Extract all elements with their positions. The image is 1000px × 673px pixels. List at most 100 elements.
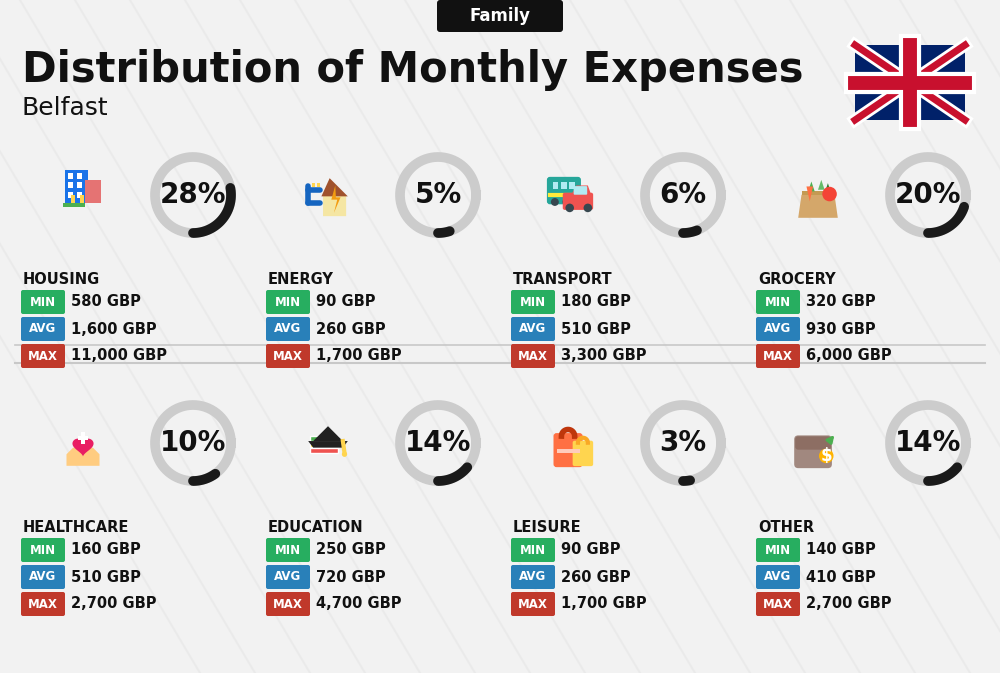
FancyBboxPatch shape <box>266 344 310 368</box>
Text: 3%: 3% <box>659 429 707 457</box>
Text: MIN: MIN <box>765 544 791 557</box>
Polygon shape <box>331 186 341 213</box>
Text: 510 GBP: 510 GBP <box>71 569 141 584</box>
Circle shape <box>819 449 834 463</box>
Text: 2,700 GBP: 2,700 GBP <box>71 596 156 612</box>
Text: GROCERY: GROCERY <box>758 272 836 287</box>
Text: 930 GBP: 930 GBP <box>806 322 876 336</box>
FancyBboxPatch shape <box>756 317 800 341</box>
FancyBboxPatch shape <box>21 290 65 314</box>
Text: 720 GBP: 720 GBP <box>316 569 386 584</box>
Text: LEISURE: LEISURE <box>513 520 582 535</box>
FancyBboxPatch shape <box>554 433 583 467</box>
FancyBboxPatch shape <box>756 538 800 562</box>
FancyBboxPatch shape <box>756 565 800 589</box>
FancyBboxPatch shape <box>795 436 831 450</box>
Bar <box>81 432 85 444</box>
Text: AVG: AVG <box>764 571 792 583</box>
FancyBboxPatch shape <box>21 344 65 368</box>
FancyBboxPatch shape <box>547 177 581 205</box>
FancyBboxPatch shape <box>756 344 800 368</box>
Text: AVG: AVG <box>274 571 302 583</box>
Text: 90 GBP: 90 GBP <box>316 295 376 310</box>
Text: MAX: MAX <box>28 349 58 363</box>
FancyBboxPatch shape <box>573 441 593 466</box>
FancyBboxPatch shape <box>511 344 555 368</box>
Text: 160 GBP: 160 GBP <box>71 542 141 557</box>
Polygon shape <box>798 194 838 218</box>
Text: HEALTHCARE: HEALTHCARE <box>23 520 129 535</box>
Polygon shape <box>72 439 94 456</box>
Bar <box>569 182 575 189</box>
Text: 260 GBP: 260 GBP <box>316 322 386 336</box>
Circle shape <box>584 204 592 212</box>
Text: MAX: MAX <box>273 598 303 610</box>
Text: Family: Family <box>470 7 530 25</box>
Text: 2,700 GBP: 2,700 GBP <box>806 596 892 612</box>
Text: MAX: MAX <box>763 349 793 363</box>
Text: MAX: MAX <box>518 598 548 610</box>
FancyBboxPatch shape <box>511 565 555 589</box>
Bar <box>80 194 84 203</box>
Text: Distribution of Monthly Expenses: Distribution of Monthly Expenses <box>22 49 804 91</box>
Polygon shape <box>321 178 348 197</box>
Text: MIN: MIN <box>275 295 301 308</box>
Bar <box>77 182 82 188</box>
Circle shape <box>565 204 574 212</box>
Bar <box>68 173 73 179</box>
Text: 1,700 GBP: 1,700 GBP <box>561 596 647 612</box>
FancyBboxPatch shape <box>266 538 310 562</box>
Bar <box>553 182 558 189</box>
Text: 1,700 GBP: 1,700 GBP <box>316 349 402 363</box>
Text: EDUCATION: EDUCATION <box>268 520 364 535</box>
FancyBboxPatch shape <box>511 592 555 616</box>
Text: MIN: MIN <box>275 544 301 557</box>
FancyBboxPatch shape <box>21 538 65 562</box>
Text: AVG: AVG <box>274 322 302 336</box>
Bar <box>68 182 73 188</box>
Text: 5%: 5% <box>414 181 462 209</box>
Text: 260 GBP: 260 GBP <box>561 569 631 584</box>
Polygon shape <box>818 180 825 190</box>
Bar <box>77 173 82 179</box>
Polygon shape <box>66 448 100 466</box>
Text: AVG: AVG <box>29 322 57 336</box>
FancyBboxPatch shape <box>511 290 555 314</box>
FancyBboxPatch shape <box>574 186 587 194</box>
Text: 140 GBP: 140 GBP <box>806 542 876 557</box>
Bar <box>561 182 567 189</box>
Text: 6%: 6% <box>659 181 707 209</box>
Text: 510 GBP: 510 GBP <box>561 322 631 336</box>
Bar <box>65 170 88 203</box>
Bar <box>78 436 88 439</box>
FancyBboxPatch shape <box>266 317 310 341</box>
Bar <box>77 192 82 198</box>
Text: 320 GBP: 320 GBP <box>806 295 876 310</box>
Bar <box>855 45 965 120</box>
FancyBboxPatch shape <box>511 317 555 341</box>
Text: 10%: 10% <box>160 429 226 457</box>
Polygon shape <box>808 182 815 191</box>
Bar <box>71 194 75 203</box>
Circle shape <box>562 198 570 206</box>
Text: AVG: AVG <box>519 322 547 336</box>
Text: TRANSPORT: TRANSPORT <box>513 272 613 287</box>
Polygon shape <box>806 186 813 201</box>
FancyBboxPatch shape <box>794 435 832 468</box>
Circle shape <box>551 198 559 206</box>
FancyBboxPatch shape <box>437 0 563 32</box>
Polygon shape <box>308 441 348 448</box>
Bar <box>310 448 338 453</box>
Text: 20%: 20% <box>895 181 961 209</box>
Text: 250 GBP: 250 GBP <box>316 542 386 557</box>
Circle shape <box>342 452 347 457</box>
Text: MIN: MIN <box>765 295 791 308</box>
Polygon shape <box>323 180 346 216</box>
Text: MAX: MAX <box>273 349 303 363</box>
Polygon shape <box>825 183 831 193</box>
Text: 11,000 GBP: 11,000 GBP <box>71 349 167 363</box>
FancyBboxPatch shape <box>266 592 310 616</box>
Text: AVG: AVG <box>29 571 57 583</box>
Text: MIN: MIN <box>520 544 546 557</box>
Bar <box>85 180 101 203</box>
